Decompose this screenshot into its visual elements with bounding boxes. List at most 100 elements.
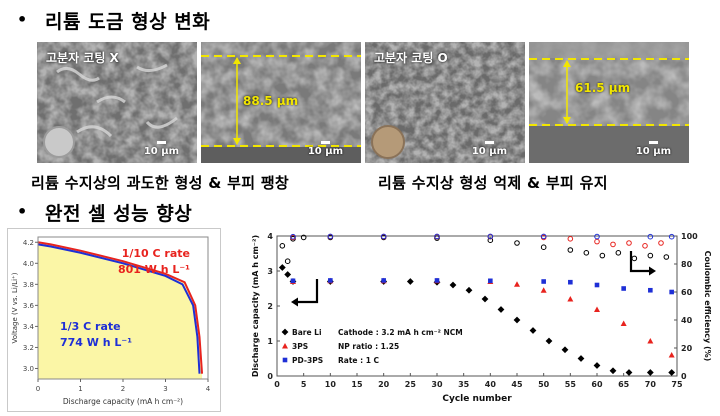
y2-tick-label: 80 — [681, 260, 693, 269]
bare-li-point — [449, 281, 457, 289]
3ps-point — [567, 296, 574, 302]
bare-li-point — [529, 327, 537, 334]
y-tick-label: 4.0 — [23, 260, 34, 268]
x-axis-label: Discharge capacity (mA h cm⁻²) — [63, 397, 183, 406]
legend-pd3ps-marker — [282, 357, 288, 363]
x-tick-label: 35 — [458, 380, 470, 389]
scale-bar: 10 μm — [472, 141, 507, 157]
arrow-head-right-icon — [649, 266, 656, 276]
3ps-ce-point — [658, 240, 664, 246]
y-tick-label: 4 — [267, 232, 273, 241]
bare-li-ce-point — [615, 250, 622, 256]
scale-label: 10 μm — [635, 146, 671, 157]
legend-cathode-note: Cathode : 3.2 mA h cm⁻² NCM — [338, 328, 463, 337]
bare-li-ce-point — [540, 244, 547, 251]
x-tick-label: 60 — [591, 380, 603, 389]
sem-image-uncoated-cross: 88.5 μm 10 μm — [201, 42, 361, 163]
3ps-point — [647, 338, 654, 344]
y-axis-label: Discharge capacity (mA h cm⁻²) — [251, 235, 260, 377]
bare-li-point — [284, 271, 292, 278]
pd-3ps-point — [568, 279, 573, 285]
x-tick-label: 40 — [485, 380, 497, 389]
3ps-ce-point — [642, 243, 648, 249]
pd-3ps-point — [290, 278, 296, 284]
section2-title: 완전 셀 성능 향상 — [45, 203, 193, 225]
pd-3ps-ce-point — [594, 233, 600, 240]
y-tick-label: 3.2 — [23, 344, 34, 352]
arrow-head-left-icon — [291, 297, 298, 307]
bare-li-point — [668, 369, 676, 376]
3ps-point — [594, 306, 600, 312]
pd-3ps-point — [488, 278, 493, 284]
bare-li-point — [593, 362, 601, 369]
legend-np-note: NP ratio : 1.25 — [338, 342, 399, 351]
bare-li-ce-point — [599, 252, 606, 259]
y-tick-label: 0 — [267, 372, 273, 381]
x-tick-label: 5 — [301, 380, 307, 389]
x-tick-label: 1 — [78, 385, 82, 393]
y2-tick-label: 0 — [681, 372, 687, 381]
sem-image-coated-top: 고분자 코팅 O 10 μm — [365, 42, 525, 163]
bare-li-ce-point — [631, 255, 638, 262]
capacity-fill-area — [38, 242, 203, 379]
x-tick-label: 30 — [431, 380, 443, 389]
y2-tick-label: 60 — [681, 288, 693, 297]
bare-li-point — [406, 278, 414, 285]
voltage-curve-1 — [37, 241, 204, 374]
bare-li-point — [513, 316, 521, 324]
bare-li-ce-point — [567, 247, 574, 253]
arrow-to-left-axis-icon — [295, 279, 319, 304]
sem-image-coated-cross: 61.5 μm 10 μm — [529, 42, 689, 163]
voltage-profile-panel: 0 1 2 3 4 3.0 3.2 3.4 3.6 3.8 4.0 4.2 Discharge capa… — [7, 228, 221, 412]
x-tick-label: 10 — [325, 380, 337, 389]
y2-tick-label: 20 — [681, 344, 693, 353]
caption-uncoated: 리튬 수지상의 과도한 형성 & 부피 팽창 — [31, 174, 290, 192]
bare-li-point — [561, 346, 569, 354]
y2-tick-label: 40 — [681, 316, 693, 325]
y-tick-label: 1 — [267, 337, 273, 346]
bare-li-ce-point — [647, 252, 654, 259]
y-tick-label: 4.2 — [23, 239, 34, 247]
legend-bare-marker — [281, 328, 289, 336]
caption-coated: 리튬 수지상 형성 억제 & 부피 유지 — [378, 174, 608, 192]
legend-3ps-label: 3PS — [292, 342, 308, 351]
y-tick-label: 3.0 — [23, 365, 34, 373]
sem-texture — [365, 42, 525, 163]
voltage-curve-2 — [37, 243, 201, 374]
x-tick-label: 75 — [671, 380, 683, 389]
3ps-point — [668, 352, 675, 358]
cycling-panel: 0 5 10 15 20 25 30 35 40 45 50 55 60 65 70 75 0 1 2 3 4 0 20 40… — [246, 215, 714, 413]
legend-pd3ps-label: PD-3PS — [292, 356, 323, 365]
x-tick-label: 0 — [274, 380, 280, 389]
x-tick-label: 55 — [565, 380, 577, 389]
cycling-chart: 0 5 10 15 20 25 30 35 40 45 50 55 60 65 70 750123402040… — [251, 232, 712, 404]
bare-li-point — [577, 355, 585, 362]
bare-li-point — [625, 369, 633, 376]
x-tick-label: 3 — [163, 385, 167, 393]
y-tick-label: 3.8 — [23, 281, 34, 289]
3ps-point — [540, 287, 547, 293]
scale-bar: 10 μm — [308, 141, 343, 157]
section1-bullet: • — [17, 10, 28, 29]
pd-3ps-point — [594, 282, 600, 288]
sem-image-uncoated-top: 고분자 코팅 X 10 μm — [37, 42, 197, 163]
sem-texture — [201, 42, 361, 163]
section1-title: 리튬 도금 형상 변화 — [45, 11, 211, 33]
bare-li-ce-point — [663, 254, 670, 260]
y-tick-label: 2 — [267, 302, 273, 311]
electrode-photo-icon — [371, 125, 405, 159]
bare-li-ce-point — [300, 234, 307, 241]
x-tick-label: 45 — [511, 380, 523, 389]
pd-3ps-ce-point — [540, 233, 547, 240]
pd-3ps-point — [541, 279, 546, 284]
scale-label: 10 μm — [307, 146, 343, 157]
y-axis-label: Voltage (V vs. Li/Li⁺) — [11, 272, 19, 343]
y2-axis-label: Coulombic efficiency (%) — [703, 251, 712, 362]
scale-bar: 10 μm — [636, 141, 671, 157]
energy-fast-label: 801 W h L⁻¹ — [118, 263, 190, 276]
scale-bar: 10 μm — [144, 141, 179, 157]
thickness-coated: 61.5 μm — [575, 81, 631, 95]
bare-li-point — [609, 367, 617, 375]
x-tick-label: 0 — [36, 385, 40, 393]
plot-frame — [276, 235, 678, 377]
